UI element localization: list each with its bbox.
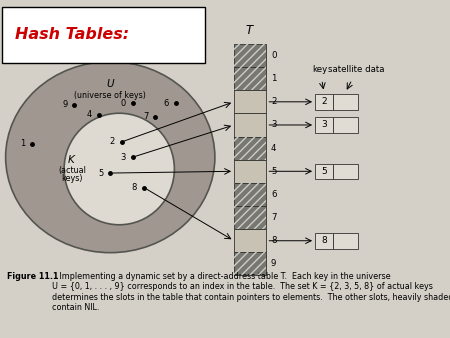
Bar (315, 233, 333, 248)
Text: 8: 8 (321, 236, 327, 245)
Bar (333, 117, 358, 133)
Text: 5: 5 (271, 167, 276, 176)
Text: (universe of keys): (universe of keys) (74, 91, 146, 100)
Text: 6: 6 (163, 99, 169, 107)
Text: $K$: $K$ (67, 153, 77, 165)
Bar (234, 183, 266, 206)
Bar (333, 164, 358, 179)
Bar (234, 67, 266, 90)
Text: Figure 11.1: Figure 11.1 (7, 272, 58, 281)
Text: 3: 3 (321, 120, 327, 129)
Bar (234, 44, 266, 67)
Text: satellite data: satellite data (328, 66, 385, 74)
Text: 3: 3 (121, 153, 126, 162)
Bar (315, 94, 333, 110)
Bar (234, 183, 266, 206)
Bar (234, 114, 266, 137)
Bar (315, 164, 333, 179)
Text: 3: 3 (271, 120, 276, 129)
Bar (234, 160, 266, 183)
Bar (234, 44, 266, 67)
Text: 4: 4 (271, 144, 276, 153)
Text: Hash Tables:: Hash Tables: (15, 27, 129, 42)
Text: 5: 5 (321, 167, 327, 176)
Text: 9: 9 (62, 100, 68, 109)
Text: Implementing a dynamic set by a direct-address table T.  Each key in the univers: Implementing a dynamic set by a direct-a… (52, 272, 450, 312)
Text: 8: 8 (132, 183, 137, 192)
Bar (234, 137, 266, 160)
Bar (234, 206, 266, 229)
Bar (333, 94, 358, 110)
Text: 9: 9 (271, 259, 276, 268)
Bar (234, 67, 266, 90)
Text: 8: 8 (271, 236, 276, 245)
Text: 2: 2 (271, 97, 276, 106)
Text: 0: 0 (121, 99, 126, 107)
Text: 6: 6 (271, 190, 276, 199)
Bar (234, 229, 266, 252)
Bar (333, 233, 358, 248)
Text: 0: 0 (271, 51, 276, 60)
FancyBboxPatch shape (2, 7, 205, 63)
Text: 5: 5 (98, 169, 104, 177)
Bar (234, 206, 266, 229)
Bar (234, 252, 266, 275)
Ellipse shape (5, 62, 215, 252)
Text: 7: 7 (143, 112, 148, 121)
Bar (234, 252, 266, 275)
Ellipse shape (64, 113, 175, 225)
Text: keys): keys) (61, 174, 83, 183)
Bar (234, 137, 266, 160)
Text: 4: 4 (87, 111, 92, 119)
Text: $U$: $U$ (106, 77, 115, 89)
Bar (234, 90, 266, 114)
Text: 7: 7 (271, 213, 276, 222)
Text: $T$: $T$ (245, 24, 255, 37)
Text: (actual: (actual (58, 166, 86, 174)
Text: 1: 1 (271, 74, 276, 83)
Text: key: key (312, 66, 327, 74)
Bar (315, 117, 333, 133)
Text: 2: 2 (321, 97, 327, 106)
Text: 2: 2 (109, 138, 115, 146)
Text: 1: 1 (20, 139, 26, 148)
